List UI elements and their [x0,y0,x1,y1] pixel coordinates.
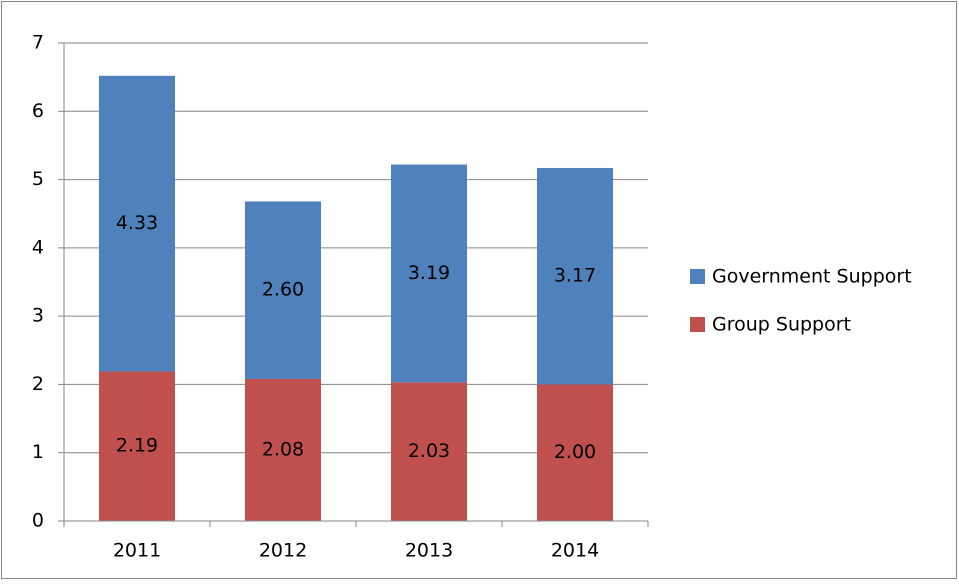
y-tick-label: 3 [32,305,44,327]
y-tick-label: 6 [32,100,44,122]
y-tick-label: 4 [32,236,44,258]
value-label: 2.00 [554,441,596,463]
bar-segment [391,382,467,521]
y-tick-label: 1 [32,441,44,463]
bar-segment [245,378,321,521]
x-tick-label: 2011 [113,540,161,562]
value-label: 2.08 [262,438,304,460]
bar-segment [537,384,613,521]
y-tick-label: 2 [32,373,44,395]
value-label: 3.17 [554,265,596,287]
x-tick-label: 2013 [405,540,453,562]
y-tick-label: 5 [32,168,44,190]
bar-segment [391,164,467,383]
bar-segment [99,75,175,372]
legend-label: Government Support [712,266,912,288]
value-label: 2.60 [262,279,304,301]
value-label: 4.33 [116,212,158,234]
bar-segment [245,201,321,379]
value-label: 2.19 [116,435,158,457]
legend-label: Group Support [712,314,851,336]
legend-swatch [690,269,705,284]
x-tick-label: 2014 [551,540,599,562]
y-tick-label: 7 [32,32,44,54]
legend-swatch [690,317,705,332]
value-label: 2.03 [408,440,450,462]
bar-segment [99,371,175,521]
x-tick-label: 2012 [259,540,307,562]
value-label: 3.19 [408,262,450,284]
bar-segment [537,167,613,385]
y-tick-label: 0 [32,510,44,532]
